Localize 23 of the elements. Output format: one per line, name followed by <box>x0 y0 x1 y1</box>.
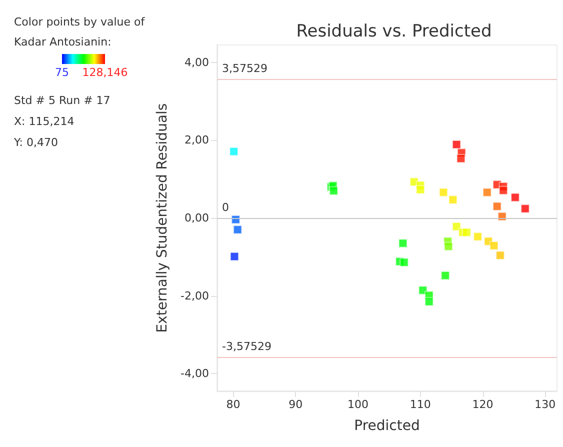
text: Std # 5 Run # 17 <box>14 94 110 107</box>
color-bar-label: 75 <box>55 66 69 79</box>
x-axis-title: Predicted <box>354 418 420 434</box>
x-tick-label: 130 <box>534 398 556 411</box>
ref-line-label: -3,57529 <box>222 340 272 354</box>
chart-title: Residuals vs. Predicted <box>296 22 492 42</box>
x-tick-label: 90 <box>288 398 303 411</box>
y-axis-title: Externally Studentized Residuals <box>154 103 171 333</box>
text: Y: 0,470 <box>13 136 58 149</box>
x-tick-label: 120 <box>472 398 494 411</box>
x-tick-label: 100 <box>347 398 368 411</box>
ref-line-label: 0 <box>222 201 229 214</box>
ref-line-label: 3,57529 <box>222 62 268 75</box>
y-tick-label: 2,00 <box>184 134 209 147</box>
x-tick-label: 110 <box>410 398 431 411</box>
color-bar-label: 128,146 <box>82 66 128 79</box>
y-tick-label: 4,00 <box>184 56 209 69</box>
y-tick-label: -2,00 <box>180 289 209 302</box>
text: X: 115,214 <box>14 115 74 128</box>
y-tick-label: 0,00 <box>184 212 209 224</box>
x-tick-label: 80 <box>226 398 240 411</box>
y-tick-label: -4,00 <box>180 367 209 380</box>
color-bar-title: Color points by value of Kadar Antosianin: <box>14 16 148 48</box>
